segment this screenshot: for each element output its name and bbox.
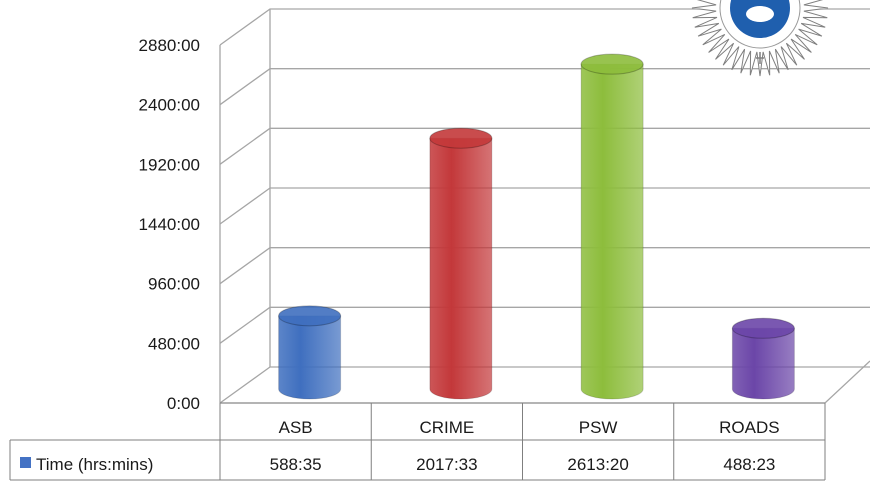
y-tick-label: 1920:00 (139, 155, 200, 174)
gridline (219, 68, 870, 106)
y-tick-label: 960:00 (148, 275, 200, 294)
bars (278, 53, 795, 400)
bar-psw (580, 53, 644, 400)
y-tick-label: 2880:00 (139, 36, 200, 55)
bar-asb (278, 305, 342, 400)
y-tick-label: 480:00 (148, 334, 200, 353)
y-tick-label: 2400:00 (139, 96, 200, 115)
data-label: 2017:33 (416, 455, 477, 474)
gridline (219, 306, 870, 344)
y-tick-label: 0:00 (167, 394, 200, 413)
bar-body (429, 137, 493, 400)
bar-top (278, 305, 342, 327)
bar-body (580, 63, 644, 400)
bar-body (278, 315, 342, 400)
data-label: 2613:20 (567, 455, 628, 474)
bar-body (731, 327, 795, 400)
category-label: PSW (579, 418, 618, 437)
y-axis-ticks: 0:00 480:00 960:00 1440:00 1920:00 2400:00 288… (139, 36, 200, 413)
gridline (219, 127, 870, 165)
badge-cross (756, 52, 764, 64)
bar-top (580, 53, 644, 75)
gridline (219, 366, 870, 404)
category-label: CRIME (419, 418, 474, 437)
data-label: 588:35 (270, 455, 322, 474)
police-badge-logo (691, 0, 829, 77)
gridline (219, 8, 870, 46)
data-table: ASB 588:35 CRIME 2017:33 PSW 2613:20 ROADS 488:… (9, 402, 826, 481)
gridlines (219, 8, 870, 404)
legend-key (20, 457, 31, 468)
gridline (219, 187, 870, 225)
bar-top (429, 127, 493, 149)
category-label: ROADS (719, 418, 779, 437)
bar-top (731, 317, 795, 339)
category-label: ASB (279, 418, 313, 437)
y-tick-label: 1440:00 (139, 215, 200, 234)
bar-roads (731, 317, 795, 400)
bar-crime (429, 127, 493, 400)
gridline (219, 247, 870, 285)
data-label: 488:23 (723, 455, 775, 474)
legend-label: Time (hrs:mins) (36, 455, 153, 474)
badge-crown (746, 6, 774, 22)
